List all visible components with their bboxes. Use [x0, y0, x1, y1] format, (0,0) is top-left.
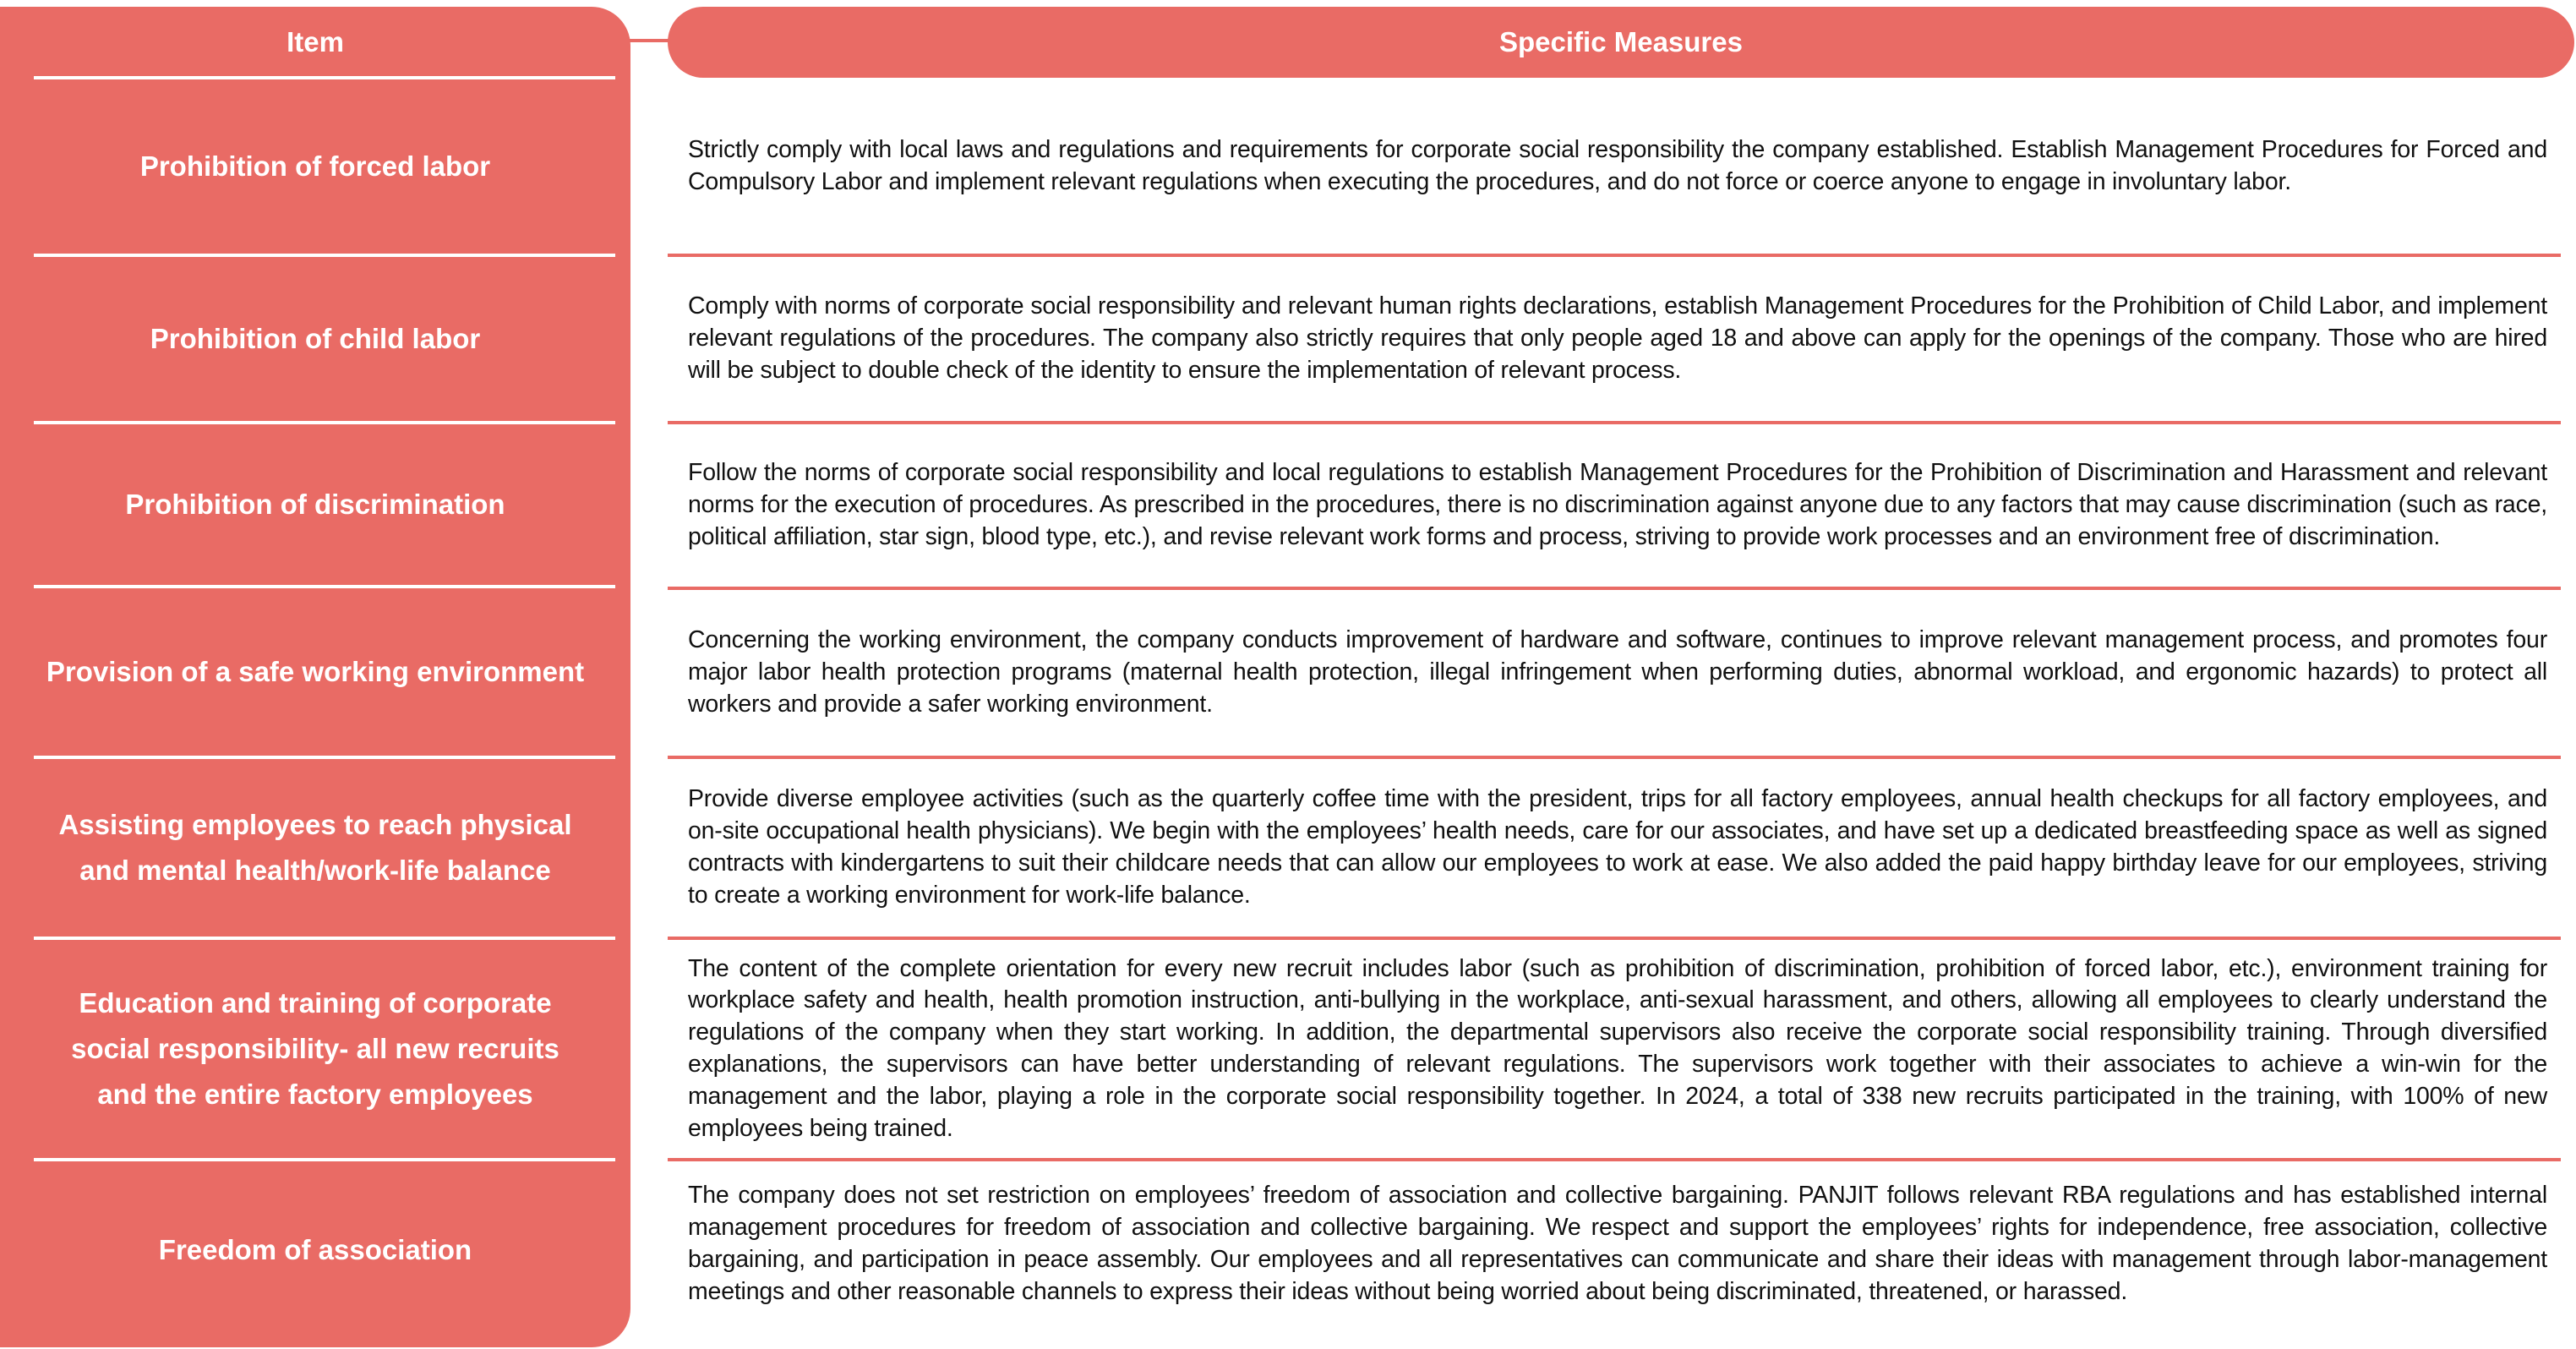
measure-text: Provide diverse employee activities (suc… — [688, 785, 2547, 909]
item-divider — [34, 1158, 615, 1161]
row-divider — [668, 756, 2561, 759]
item-divider — [34, 937, 615, 940]
item-label: Prohibition of child labor — [150, 323, 481, 354]
measure-text: Comply with norms of corporate social re… — [688, 292, 2547, 384]
item-label: Assisting employees to reach physical an… — [58, 809, 572, 886]
item-label: Freedom of association — [158, 1234, 472, 1265]
measure-text: Concerning the working environment, the … — [688, 626, 2547, 718]
header-connector — [630, 39, 670, 42]
measure-text: Strictly comply with local laws and regu… — [688, 136, 2547, 195]
row-divider — [668, 587, 2561, 590]
row-divider — [668, 937, 2561, 940]
item-divider — [34, 585, 615, 588]
measure-text: The content of the complete orientation … — [688, 954, 2547, 1142]
measures-column-header: Specific Measures — [668, 7, 2574, 78]
item-divider — [34, 756, 615, 759]
item-divider — [34, 421, 615, 424]
row-divider — [668, 254, 2561, 257]
row-divider — [668, 421, 2561, 424]
measure-text: The company does not set restriction on … — [688, 1182, 2547, 1305]
item-label: Education and training of corporate soci… — [71, 987, 559, 1110]
item-divider — [34, 254, 615, 257]
item-label: Provision of a safe working environment — [46, 656, 585, 687]
measure-text: Follow the norms of corporate social res… — [688, 459, 2547, 550]
row-divider — [668, 1158, 2561, 1161]
item-column-header: Item — [287, 26, 344, 57]
item-label: Prohibition of forced labor — [139, 150, 491, 182]
item-divider — [34, 76, 615, 79]
item-column-panel — [0, 7, 630, 1347]
item-label: Prohibition of discrimination — [125, 489, 505, 520]
